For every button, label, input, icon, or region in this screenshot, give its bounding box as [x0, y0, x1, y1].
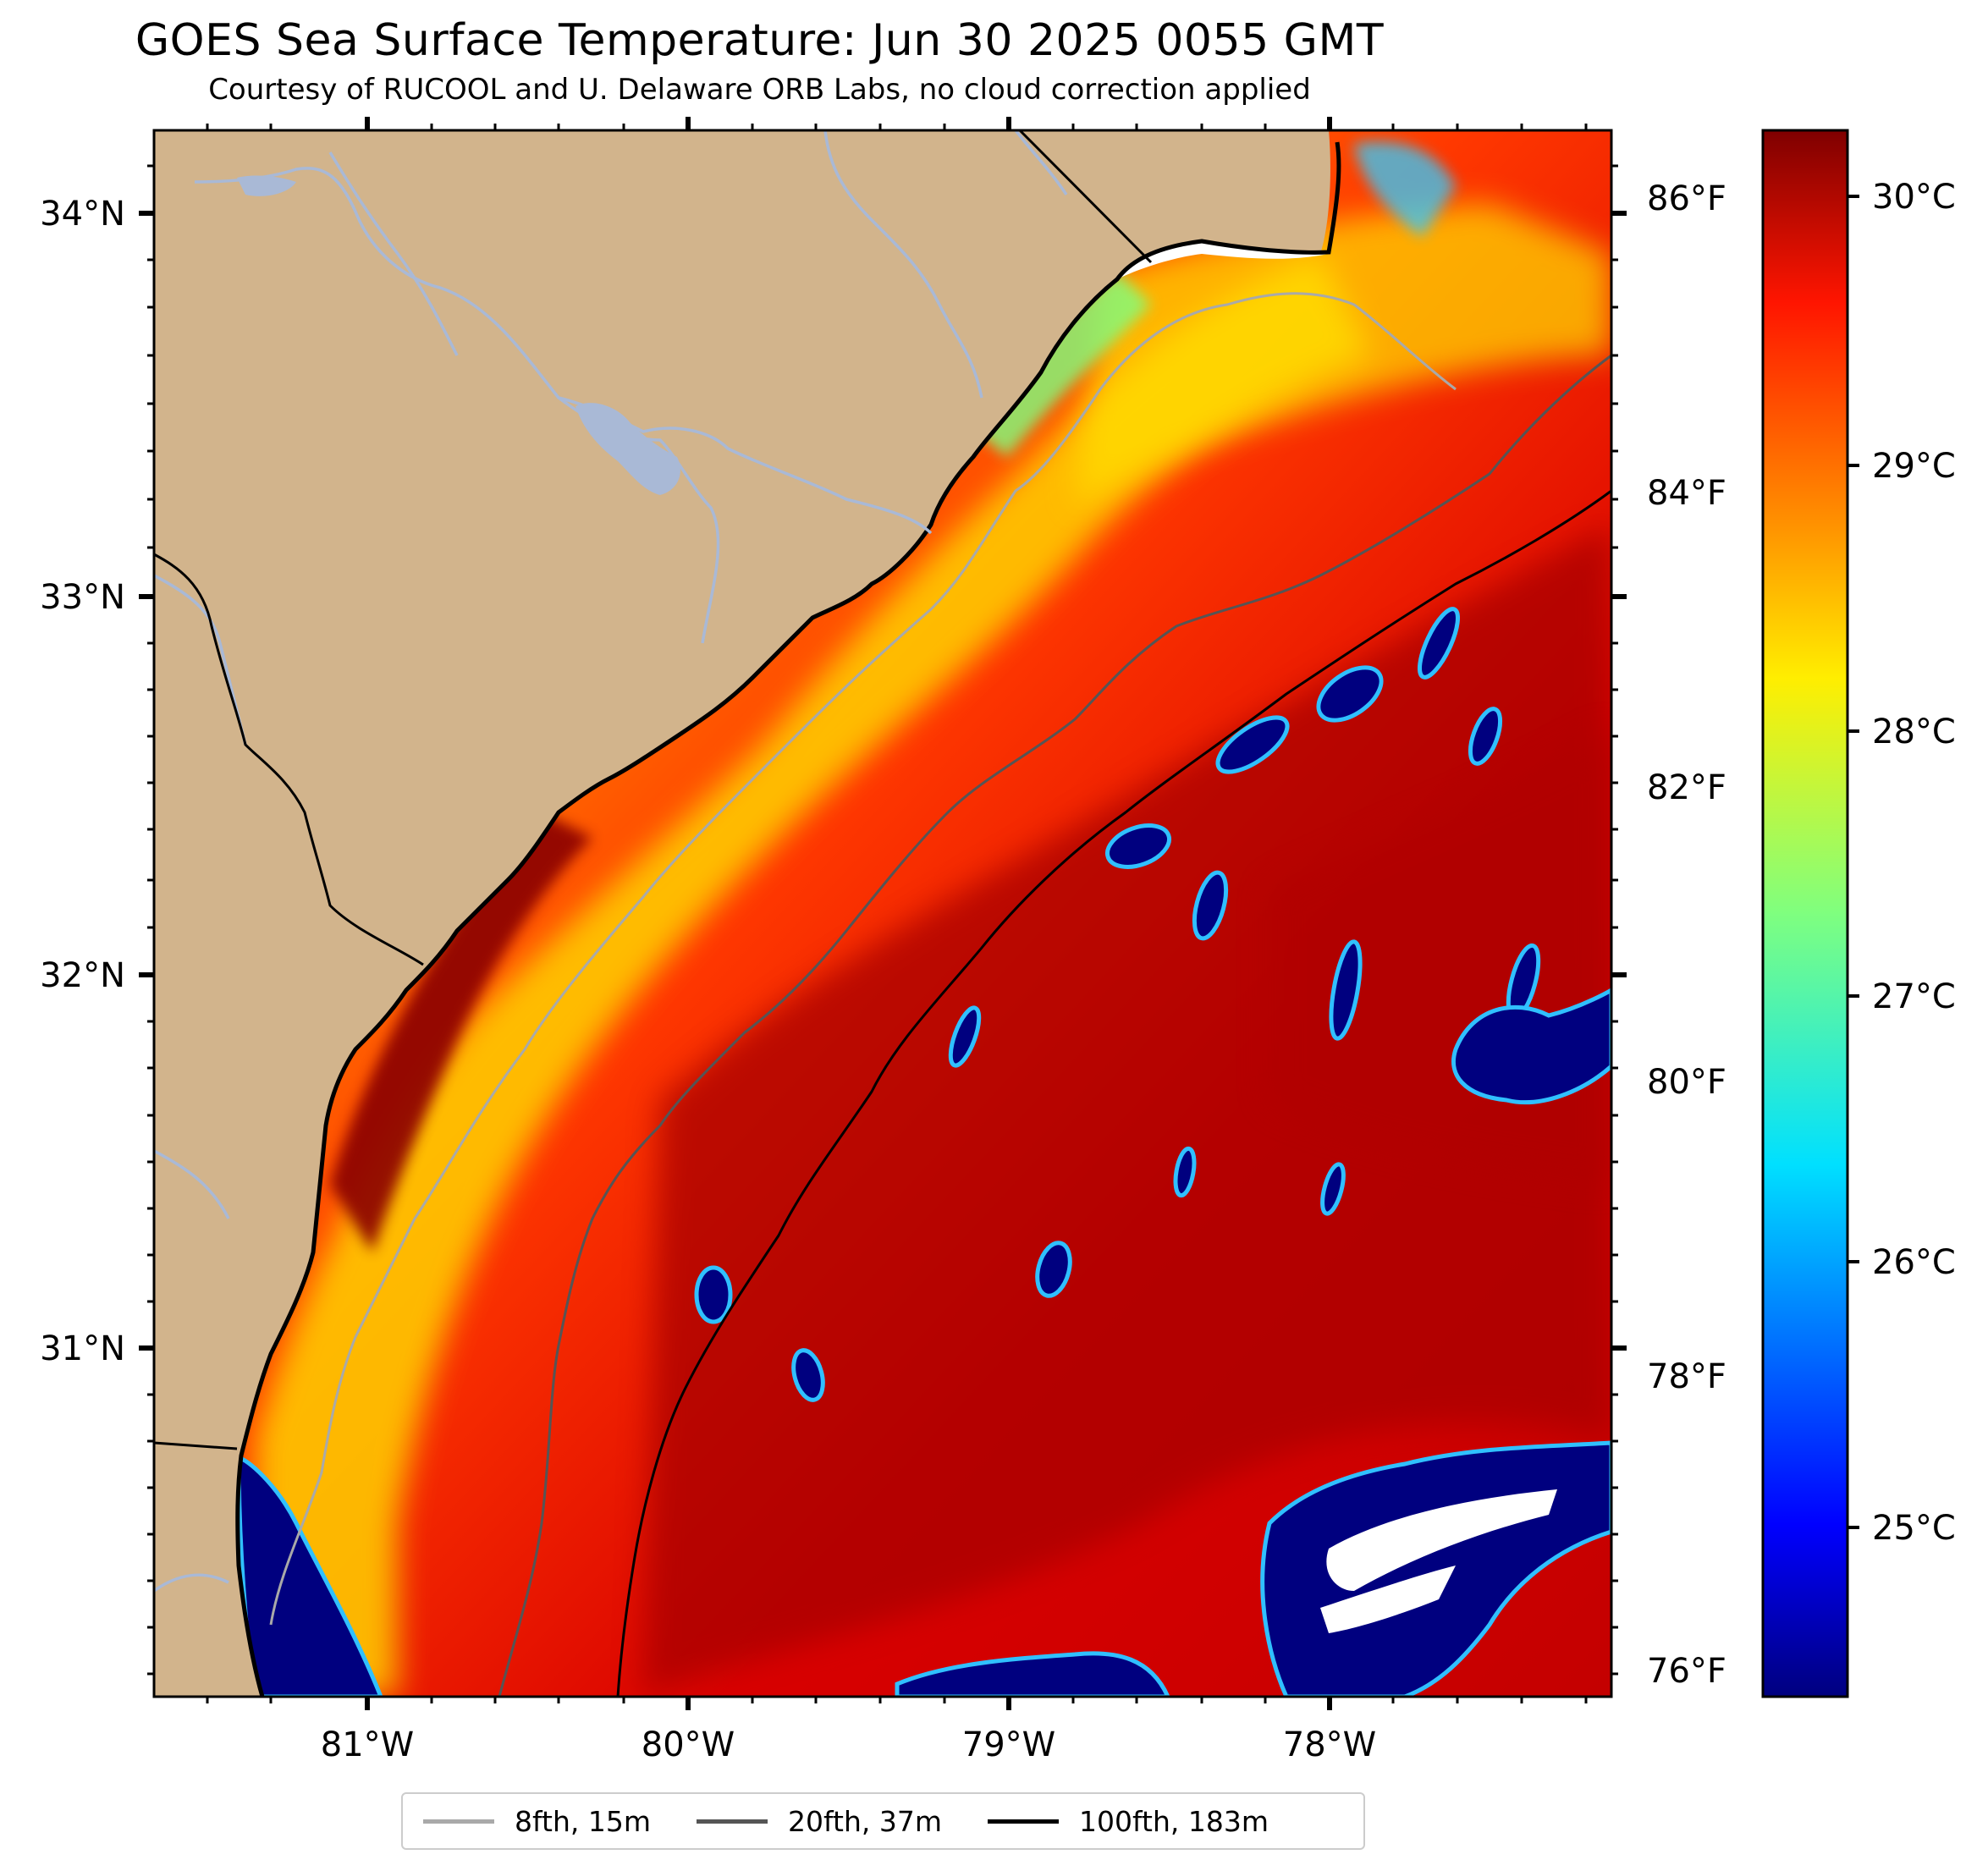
contour-8fth	[269, 292, 1457, 1626]
lon-tick-label: 80°W	[642, 1725, 735, 1764]
fahrenheit-tick-label: 82°F	[1647, 768, 1726, 807]
colorbar-label: 27°C	[1872, 977, 1956, 1016]
legend-line-icon	[988, 1819, 1060, 1824]
contour-20fth	[498, 354, 1611, 1697]
fahrenheit-tick-label: 86°F	[1647, 179, 1726, 218]
lat-tick-label: 33°N	[40, 578, 125, 617]
colorbar-label: 26°C	[1872, 1243, 1956, 1282]
legend-item-20fth: 20fth, 37m	[697, 1805, 942, 1838]
fahrenheit-tick-label: 84°F	[1647, 474, 1726, 513]
colorbar-label: 25°C	[1872, 1509, 1956, 1548]
land	[154, 130, 1330, 1697]
lon-tick-label: 78°W	[1283, 1725, 1376, 1764]
legend-label: 20fth, 37m	[788, 1804, 943, 1838]
contour-100fth	[616, 489, 1611, 1697]
lon-tick-label: 79°W	[962, 1725, 1055, 1764]
chart-title: GOES Sea Surface Temperature: Jun 30 202…	[135, 15, 1385, 66]
nearshore-dark	[330, 812, 592, 1252]
cloud-white	[1320, 1489, 1557, 1633]
fahrenheit-tick-label: 76°F	[1647, 1652, 1726, 1691]
legend-line-icon	[697, 1819, 768, 1824]
legend-item-100fth: 100fth, 183m	[988, 1805, 1269, 1838]
lon-tick-label: 81°W	[321, 1725, 414, 1764]
colorbar-label: 29°C	[1872, 447, 1956, 486]
lat-tick-label: 34°N	[40, 195, 125, 234]
sst-map	[154, 130, 1611, 1697]
colorbar-label: 30°C	[1872, 178, 1956, 217]
chart-subtitle: Courtesy of RUCOOL and U. Delaware ORB L…	[208, 73, 1311, 107]
colorbar	[1761, 129, 1849, 1698]
fahrenheit-tick-label: 80°F	[1647, 1063, 1726, 1102]
legend-label: 8fth, 15m	[515, 1804, 652, 1838]
state-borders	[154, 130, 1153, 1450]
legend-line-icon	[423, 1819, 494, 1824]
legend: 8fth, 15m 20fth, 37m 100fth, 183m	[401, 1792, 1365, 1850]
lat-tick-label: 32°N	[40, 956, 125, 995]
legend-item-8fth: 8fth, 15m	[423, 1805, 651, 1838]
legend-label: 100fth, 183m	[1079, 1804, 1269, 1838]
coastline	[235, 141, 1341, 1697]
colorbar-ticks	[1848, 195, 1859, 1529]
fahrenheit-tick-label: 78°F	[1647, 1357, 1726, 1396]
warm-core	[643, 525, 1611, 1697]
map-frame	[152, 129, 1613, 1698]
lat-tick-label: 31°N	[40, 1329, 125, 1368]
cool-ne	[1354, 141, 1456, 237]
colorbar-label: 28°C	[1872, 713, 1956, 751]
north-yellow	[1075, 203, 1611, 508]
axis-ticks	[139, 117, 1627, 1710]
